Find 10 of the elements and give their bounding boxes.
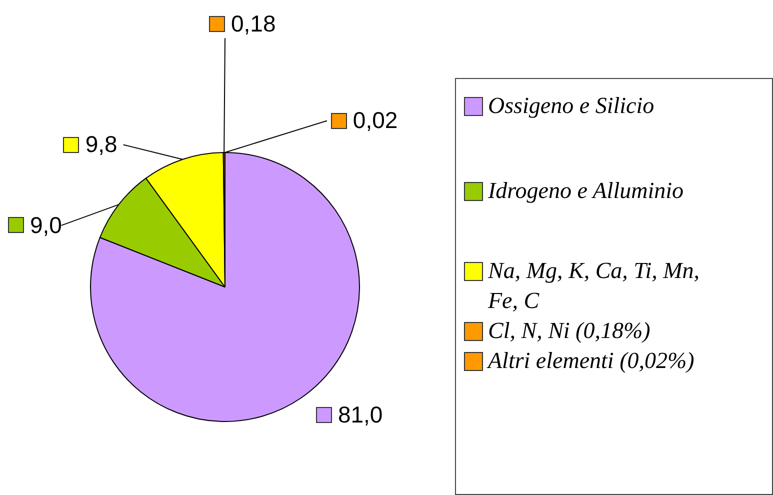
- legend-label: Altri elementi (0,02%): [488, 347, 694, 375]
- legend-label: Idrogeno e Alluminio: [488, 177, 684, 205]
- legend-label: Ossigeno e Silicio: [488, 92, 654, 120]
- data-label: 0,02: [352, 107, 398, 134]
- data-label: 0,18: [231, 10, 276, 37]
- legend-label: Na, Mg, K, Ca, Ti, Mn, Fe, C: [488, 257, 701, 315]
- data-label: 81,0: [338, 401, 383, 428]
- data-label: 9,0: [30, 212, 62, 238]
- data-label: 9,8: [85, 131, 118, 158]
- legend-label: Cl, N, Ni (0,18%): [488, 317, 650, 345]
